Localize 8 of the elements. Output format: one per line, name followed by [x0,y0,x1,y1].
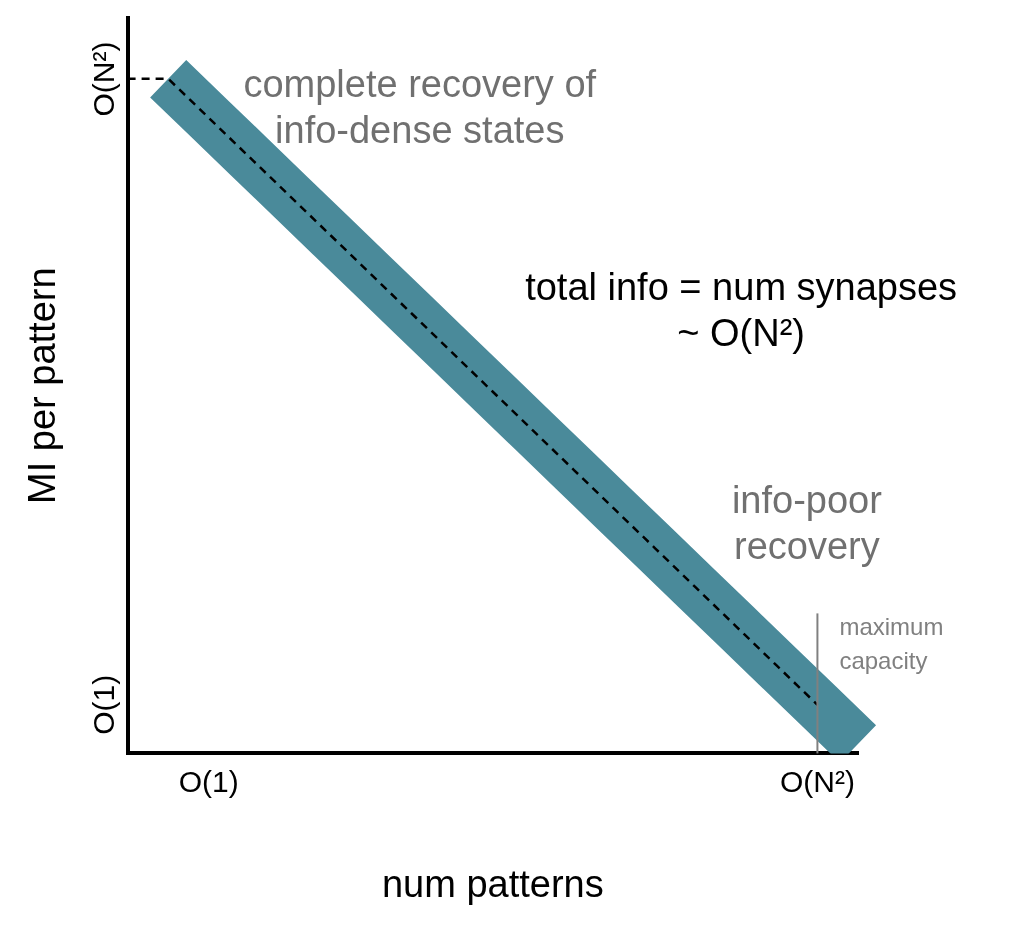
text: O(1) [86,674,120,735]
annotation: info-poor recovery [731,478,883,567]
x-axis-title: num patterns [381,862,604,905]
annotation: complete recovery of info-dense states [243,63,597,152]
text: O(N²) [86,41,120,117]
y-axis-title: MI per pattern [21,267,64,504]
ref-line-label: maximum capacity [839,613,944,675]
annotation: total info = num synapses ~ O(N²) [525,265,958,354]
